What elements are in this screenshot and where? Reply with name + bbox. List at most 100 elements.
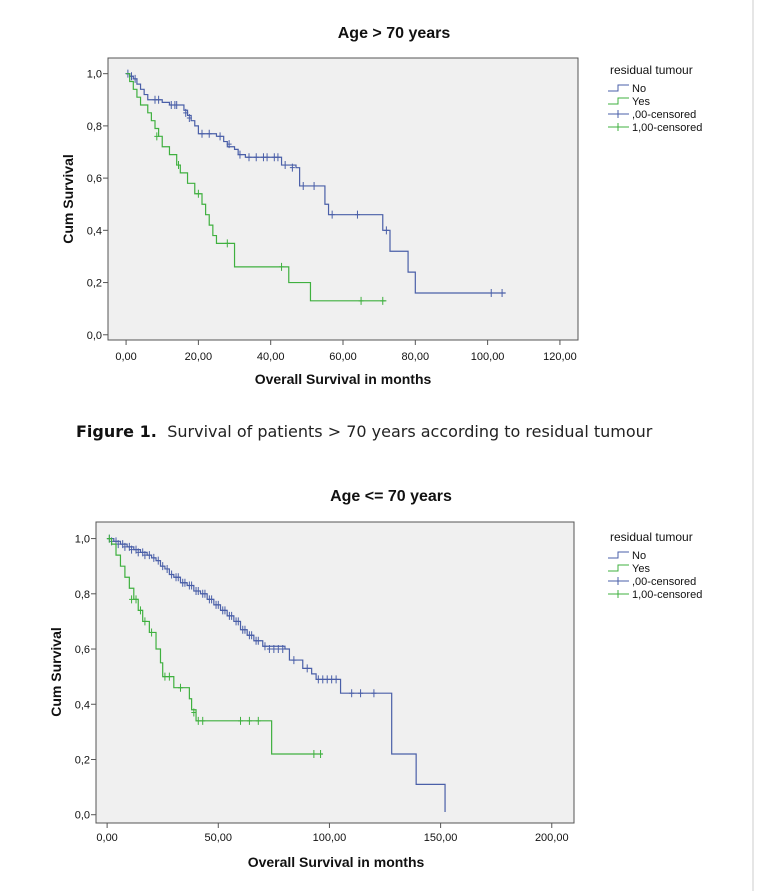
censor-mark — [176, 161, 181, 170]
censor-mark — [186, 114, 192, 123]
legend: residual tumour NoYes,00-censored1,00-cen… — [608, 530, 702, 601]
x-tick-label: 0,00 — [96, 832, 117, 844]
censor-mark — [135, 548, 141, 557]
censor-mark — [106, 534, 112, 543]
censor-mark — [300, 181, 306, 190]
y-tick-label: 0,8 — [75, 589, 90, 601]
censor-mark — [354, 210, 360, 219]
legend-cross-swatch — [608, 110, 629, 118]
legend-cross-swatch — [608, 590, 629, 598]
censor-mark — [238, 716, 244, 725]
censor-mark — [209, 595, 215, 604]
censor-mark — [215, 600, 221, 609]
censor-mark — [151, 553, 157, 562]
censor-mark — [371, 689, 377, 698]
x-tick-label: 100,00 — [313, 832, 347, 844]
censor-mark — [311, 749, 317, 758]
legend-cross-swatch — [608, 577, 629, 585]
legend-entry-label: Yes — [632, 563, 650, 575]
censor-mark — [289, 163, 295, 172]
censor-mark — [349, 689, 355, 698]
legend-cross-swatch — [608, 123, 629, 131]
legend-entry-label: No — [632, 83, 646, 95]
censor-mark — [160, 562, 166, 571]
figure-caption: Figure 1. Survival of patients > 70 year… — [76, 422, 653, 441]
survival-curves — [125, 69, 506, 305]
censor-mark — [315, 675, 321, 684]
censor-mark — [324, 675, 330, 684]
chart-title: Age <= 70 years — [330, 488, 452, 505]
censor-mark — [320, 675, 326, 684]
censor-mark — [175, 573, 181, 582]
censor-mark — [282, 161, 288, 170]
legend-step-swatch — [608, 84, 629, 92]
censor-mark — [137, 606, 143, 615]
x-tick-label: 20,00 — [185, 351, 213, 363]
censor-mark — [195, 587, 201, 596]
y-tick-label: 0,4 — [87, 225, 102, 237]
censor-mark — [246, 716, 252, 725]
legend-entry-label: 1,00-censored — [632, 589, 702, 601]
y-tick-label: 1,0 — [75, 534, 90, 546]
x-tick-label: 80,00 — [402, 351, 430, 363]
x-tick-label: 100,00 — [471, 351, 505, 363]
chart-age-over-70: Age > 70 years Cum Survival Overall Surv… — [60, 25, 702, 387]
y-tick-label: 0,0 — [87, 330, 102, 342]
censor-mark — [195, 189, 201, 198]
y-tick-label: 0,6 — [75, 644, 90, 656]
chart-title: Age > 70 years — [338, 25, 451, 42]
legend-entry-label: Yes — [632, 96, 650, 108]
censor-mark — [242, 625, 248, 634]
censor-mark — [189, 581, 195, 590]
axis-ticks: 0,00 20,00 40,00 60,00 80,00 100,00 120,00 0,0 0… — [87, 69, 577, 363]
censor-mark — [149, 628, 155, 637]
censor-mark — [217, 132, 223, 141]
censor-mark — [156, 95, 162, 104]
censor-mark — [129, 545, 135, 554]
legend-step-swatch — [608, 551, 629, 559]
censor-mark — [291, 656, 297, 665]
censor-mark — [166, 672, 172, 681]
censor-mark — [304, 664, 310, 673]
x-axis-label: Overall Survival in months — [255, 371, 432, 387]
censor-mark — [155, 556, 161, 565]
censor-mark — [200, 716, 206, 725]
x-tick-label: 60,00 — [329, 351, 357, 363]
plot-area — [95, 521, 575, 824]
censor-mark — [206, 129, 212, 138]
censor-mark — [154, 132, 160, 141]
censor-mark — [380, 296, 386, 305]
censor-mark — [177, 683, 183, 692]
censor-mark — [132, 74, 138, 83]
censor-mark — [275, 153, 281, 162]
censor-mark — [224, 239, 230, 248]
censor-mark — [255, 636, 261, 645]
censor-mark — [229, 611, 235, 620]
censor-mark — [253, 153, 259, 162]
x-tick-label: 40,00 — [257, 351, 285, 363]
censor-mark — [499, 289, 505, 297]
censor-mark — [195, 716, 201, 725]
series-yes-line — [126, 73, 387, 302]
chart-age-70-or-under: Age <= 70 years Cum Survival Overall Sur… — [48, 488, 702, 870]
y-tick-label: 1,0 — [87, 69, 102, 81]
censor-mark — [237, 150, 243, 159]
censor-mark — [133, 595, 139, 604]
censor-mark — [169, 570, 175, 579]
censor-mark — [246, 153, 252, 162]
y-axis-label: Cum Survival — [60, 154, 76, 243]
svg-text:Figure 1. Survival of pa: Figure 1. Survival of patients > 70 year… — [76, 422, 653, 441]
y-tick-label: 0,8 — [87, 121, 102, 133]
x-tick-label: 0,00 — [115, 351, 136, 363]
x-tick-label: 50,00 — [205, 832, 233, 844]
y-tick-label: 0,4 — [75, 699, 90, 711]
y-tick-label: 0,6 — [87, 173, 102, 185]
censor-mark — [142, 551, 148, 560]
censor-mark — [222, 606, 228, 615]
censor-mark — [329, 675, 335, 684]
censor-mark — [262, 642, 268, 651]
legend-step-swatch — [608, 97, 629, 105]
survival-curves — [106, 534, 446, 812]
censor-mark — [142, 617, 148, 626]
